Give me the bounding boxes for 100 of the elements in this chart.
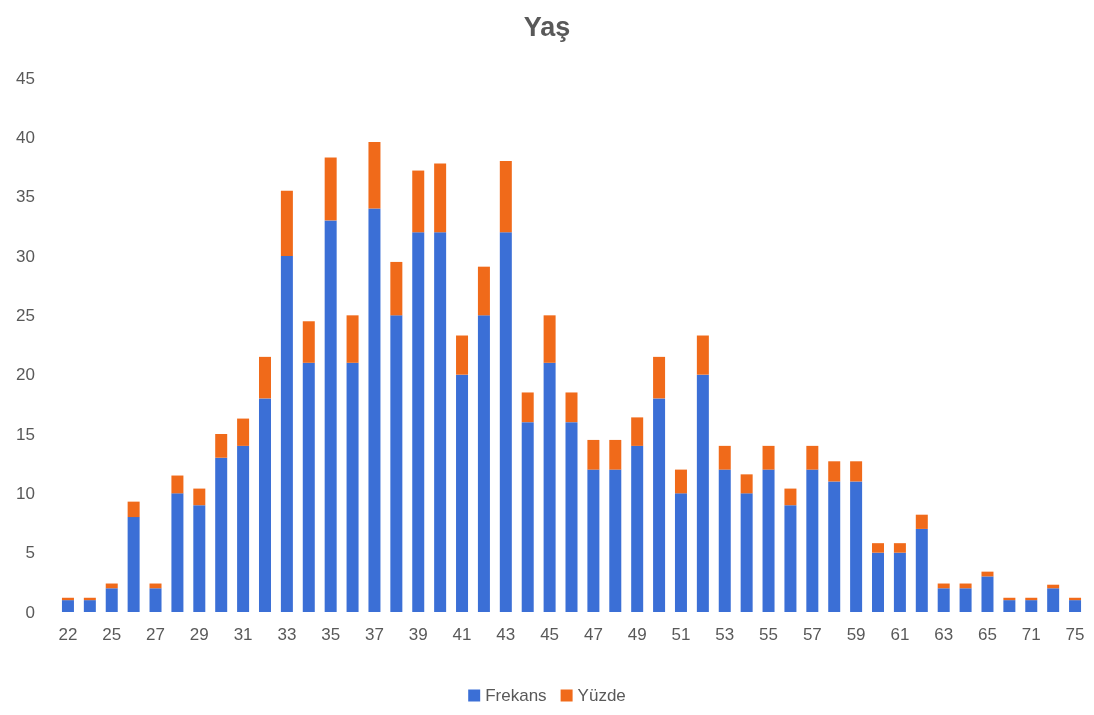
bar	[215, 434, 228, 458]
bar	[149, 588, 162, 612]
bar	[893, 543, 906, 553]
bar	[718, 469, 731, 612]
bar	[828, 461, 841, 482]
bar	[390, 315, 403, 612]
bar	[784, 488, 797, 506]
bar	[1025, 600, 1038, 612]
x-tick-label: 39	[408, 625, 428, 644]
bar	[915, 514, 928, 529]
bar	[718, 445, 731, 470]
bar	[280, 256, 293, 612]
x-tick-label: 59	[846, 625, 866, 644]
y-tick-label: 45	[16, 68, 35, 88]
bar	[981, 576, 994, 612]
x-tick-label: 71	[1021, 625, 1041, 644]
x-tick-label: 49	[627, 625, 647, 644]
x-tick-label: 35	[321, 625, 341, 644]
bar	[740, 474, 753, 494]
bar	[696, 374, 709, 612]
bar	[499, 232, 512, 612]
bar	[521, 392, 534, 423]
bar	[127, 517, 140, 612]
bar	[937, 588, 950, 612]
y-tick-label: 25	[16, 305, 35, 325]
y-tick-label: 40	[16, 127, 35, 147]
bar	[83, 600, 96, 612]
bar	[784, 505, 797, 612]
bar	[237, 445, 250, 612]
bar	[258, 356, 271, 399]
bar	[368, 208, 381, 612]
x-tick-label: 33	[277, 625, 297, 644]
bar	[368, 142, 381, 209]
y-tick-label: 35	[16, 187, 35, 207]
x-tick-label: 55	[759, 625, 778, 644]
legend-label: Frekans	[485, 686, 547, 705]
legend-label: Yüzde	[577, 686, 626, 705]
bar	[893, 552, 906, 612]
bar	[696, 335, 709, 375]
bar	[127, 501, 140, 518]
bar	[872, 543, 885, 553]
bar	[171, 475, 184, 494]
x-tick-label: 53	[715, 625, 735, 644]
bar	[346, 362, 359, 612]
x-tick-label: 51	[671, 625, 691, 644]
bar	[105, 588, 118, 612]
bar	[456, 335, 469, 375]
bar	[850, 481, 863, 612]
bar	[477, 266, 490, 316]
bar	[631, 417, 644, 446]
bar	[193, 488, 206, 506]
y-tick-label: 20	[16, 365, 35, 385]
bar	[346, 315, 359, 363]
bar	[324, 220, 337, 612]
chart-title: Yaş	[523, 11, 571, 42]
bar	[762, 469, 775, 612]
y-tick-label: 15	[16, 424, 35, 444]
bar	[237, 418, 250, 446]
x-tick-label: 63	[934, 625, 954, 644]
bar	[959, 588, 972, 612]
bar	[543, 315, 556, 363]
bar	[653, 356, 666, 399]
x-tick-label: 47	[583, 625, 603, 644]
x-tick-label: 65	[978, 625, 997, 644]
bar	[434, 163, 447, 233]
x-tick-label: 29	[189, 625, 209, 644]
bar	[609, 439, 622, 470]
bar	[1069, 600, 1082, 612]
x-tick-label: 57	[802, 625, 822, 644]
bar	[1003, 600, 1016, 612]
bar	[302, 362, 315, 612]
bar	[543, 362, 556, 612]
bar	[258, 398, 271, 612]
bar	[302, 321, 315, 363]
bar	[521, 422, 534, 612]
bar	[850, 461, 863, 482]
bar	[587, 439, 600, 470]
bar	[587, 469, 600, 612]
bar	[1047, 588, 1060, 612]
x-tick-label: 61	[890, 625, 910, 644]
x-tick-label: 41	[452, 625, 472, 644]
bar	[674, 493, 687, 612]
bar	[477, 315, 490, 612]
bar	[412, 232, 425, 612]
bar	[324, 157, 337, 221]
bar	[762, 445, 775, 470]
bar	[456, 374, 469, 612]
bar	[740, 493, 753, 612]
bar	[828, 481, 841, 612]
x-tick-label: 37	[365, 625, 384, 644]
y-tick-label: 5	[25, 543, 35, 563]
y-tick-label: 10	[16, 483, 35, 503]
x-tick-label: 25	[102, 625, 122, 644]
bar	[434, 232, 447, 612]
bar	[390, 261, 403, 316]
bar	[609, 469, 622, 612]
bar	[806, 445, 819, 470]
bar	[61, 600, 74, 612]
bar	[412, 170, 425, 233]
x-tick-label: 43	[496, 625, 516, 644]
